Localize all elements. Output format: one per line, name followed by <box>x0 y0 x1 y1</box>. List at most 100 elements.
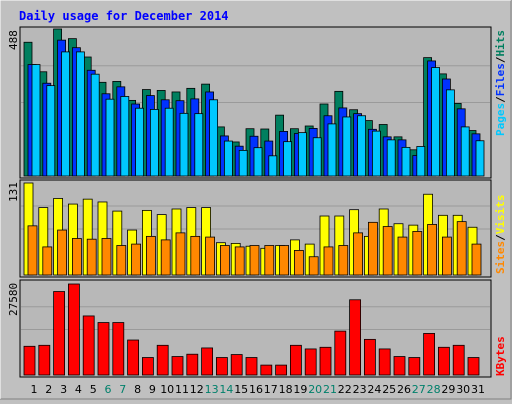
bar-kbytes-day-30 <box>452 344 465 376</box>
x-tick-label-day-11: 11 <box>175 383 189 396</box>
bar-kbytes-day-9 <box>141 357 154 376</box>
legend-visits: Visits <box>494 195 507 235</box>
x-tick-label-day-3: 3 <box>60 383 67 396</box>
bar-sites-day-15 <box>234 246 245 276</box>
x-tick-label-day-18: 18 <box>279 383 293 396</box>
bar-kbytes-day-29 <box>437 346 450 376</box>
bar-sites-day-18 <box>279 245 290 276</box>
bar-pages-day-3 <box>61 51 70 177</box>
bar-kbytes-day-17 <box>260 364 273 376</box>
x-tick-label-day-24: 24 <box>367 383 381 396</box>
bar-kbytes-day-23 <box>349 299 362 376</box>
legend-kbytes: KBytes <box>494 336 507 376</box>
x-tick-label-day-6: 6 <box>105 383 112 396</box>
bar-pages-day-8 <box>135 107 145 177</box>
bar-pages-day-6 <box>105 98 115 177</box>
bar-kbytes-day-10 <box>156 344 169 376</box>
bar-sites-day-5 <box>86 238 97 276</box>
legend-sites: Sites <box>494 241 507 274</box>
bar-pages-day-5 <box>90 73 100 177</box>
bar-sites-day-23 <box>353 232 364 276</box>
bar-sites-day-8 <box>131 243 142 276</box>
x-tick-label-day-23: 23 <box>353 383 367 396</box>
bar-sites-day-30 <box>456 221 467 276</box>
bar-kbytes-day-24 <box>363 338 376 376</box>
bar-pages-day-14 <box>223 140 233 177</box>
bar-sites-day-4 <box>72 238 82 276</box>
ymax-label-kbytes: 27580 <box>7 283 20 316</box>
bar-kbytes-day-8 <box>127 339 139 376</box>
x-tick-label-day-1: 1 <box>31 383 38 396</box>
bar-sites-day-24 <box>367 221 378 276</box>
bar-sites-day-21 <box>323 246 334 276</box>
bar-pages-day-13 <box>209 99 219 177</box>
bar-kbytes-day-20 <box>304 348 317 376</box>
bar-pages-day-17 <box>268 155 278 177</box>
bar-pages-day-4 <box>76 51 85 177</box>
bar-sites-day-9 <box>145 235 156 276</box>
bar-sites-day-28 <box>427 224 438 276</box>
x-tick-label-day-12: 12 <box>190 383 204 396</box>
bar-kbytes-day-18 <box>275 364 288 376</box>
x-tick-label-day-7: 7 <box>119 383 126 396</box>
x-tick-label-day-14: 14 <box>219 383 233 396</box>
x-tick-label-day-5: 5 <box>90 383 97 396</box>
bar-sites-day-12 <box>190 235 201 276</box>
x-tick-label-day-19: 19 <box>293 383 307 396</box>
bar-sites-day-11 <box>175 232 186 276</box>
x-tick-label-day-10: 10 <box>160 383 174 396</box>
bar-pages-day-10 <box>164 107 174 177</box>
bar-kbytes-day-31 <box>467 357 480 376</box>
bar-sites-day-1 <box>27 225 38 276</box>
bar-kbytes-day-22 <box>334 330 347 376</box>
x-tick-label-day-9: 9 <box>149 383 156 396</box>
x-tick-label-day-22: 22 <box>338 383 352 396</box>
bar-kbytes-day-6 <box>97 322 110 376</box>
bar-kbytes-day-15 <box>230 354 243 376</box>
bar-pages-day-30 <box>460 126 470 177</box>
x-tick-label-day-16: 16 <box>249 383 263 396</box>
x-tick-label-day-13: 13 <box>205 383 219 396</box>
legend-pages: Pages <box>494 103 507 136</box>
bar-kbytes-day-3 <box>53 291 65 376</box>
bar-sites-day-19 <box>293 250 304 276</box>
bar-pages-day-27 <box>416 146 426 177</box>
x-tick-label-day-25: 25 <box>382 383 396 396</box>
bar-sites-day-13 <box>205 236 216 276</box>
x-tick-label-day-4: 4 <box>75 383 82 396</box>
bar-kbytes-day-14 <box>215 357 228 376</box>
bar-kbytes-day-5 <box>82 315 95 376</box>
x-tick-label-day-2: 2 <box>45 383 52 396</box>
bar-kbytes-day-21 <box>319 346 332 376</box>
bar-kbytes-day-1 <box>23 345 36 376</box>
bar-sites-day-20 <box>308 256 319 276</box>
bar-kbytes-day-19 <box>289 344 302 376</box>
legend-files: Files <box>494 63 507 96</box>
bar-sites-day-14 <box>219 245 230 276</box>
bar-pages-day-22 <box>342 116 352 177</box>
bar-sites-day-10 <box>160 239 171 276</box>
legend-hits-files-pages: Pages/Files/Hits <box>494 30 507 136</box>
x-tick-label-day-29: 29 <box>441 383 455 396</box>
bar-pages-day-15 <box>238 149 248 177</box>
bar-pages-day-18 <box>283 141 293 177</box>
bar-pages-day-19 <box>297 132 307 177</box>
bar-kbytes-day-4 <box>68 283 80 376</box>
bar-sites-day-16 <box>249 245 260 276</box>
bar-pages-day-26 <box>401 146 411 177</box>
x-tick-label-day-30: 30 <box>456 383 470 396</box>
bar-kbytes-day-13 <box>201 347 214 376</box>
bar-sites-day-29 <box>441 236 452 276</box>
bar-sites-day-3 <box>57 229 67 276</box>
legend-visits-sites: Sites/Visits <box>494 195 507 275</box>
bar-kbytes-day-16 <box>245 357 258 376</box>
bar-pages-day-21 <box>327 123 337 177</box>
bar-kbytes-day-25 <box>378 348 391 376</box>
bar-pages-day-24 <box>371 130 381 177</box>
x-tick-label-day-31: 31 <box>471 383 485 396</box>
bar-sites-day-17 <box>264 245 275 276</box>
bar-kbytes-day-12 <box>186 353 199 376</box>
bar-pages-day-1 <box>31 64 41 177</box>
bar-sites-day-2 <box>42 246 53 276</box>
